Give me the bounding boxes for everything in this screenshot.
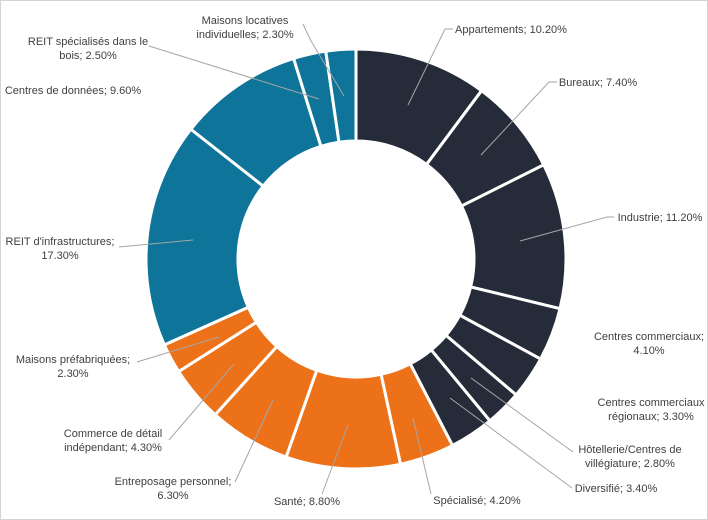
donut-slices <box>144 47 568 471</box>
leader-line-2 <box>480 81 557 156</box>
leader-line-7 <box>449 397 573 489</box>
leader-line-6 <box>470 377 574 453</box>
leader-line-1 <box>407 28 453 106</box>
leader-line-13 <box>118 239 194 248</box>
leader-line-15 <box>148 45 320 100</box>
leader-line-10 <box>234 399 274 483</box>
leader-line-16 <box>302 23 345 97</box>
chart-slice-16 <box>324 47 358 144</box>
leader-line-11 <box>168 363 235 441</box>
leader-line-12 <box>136 336 220 363</box>
leader-line-9 <box>321 424 349 495</box>
leader-line-8 <box>412 417 432 495</box>
leader-line-3 <box>519 216 614 242</box>
leader-lines <box>118 23 614 495</box>
